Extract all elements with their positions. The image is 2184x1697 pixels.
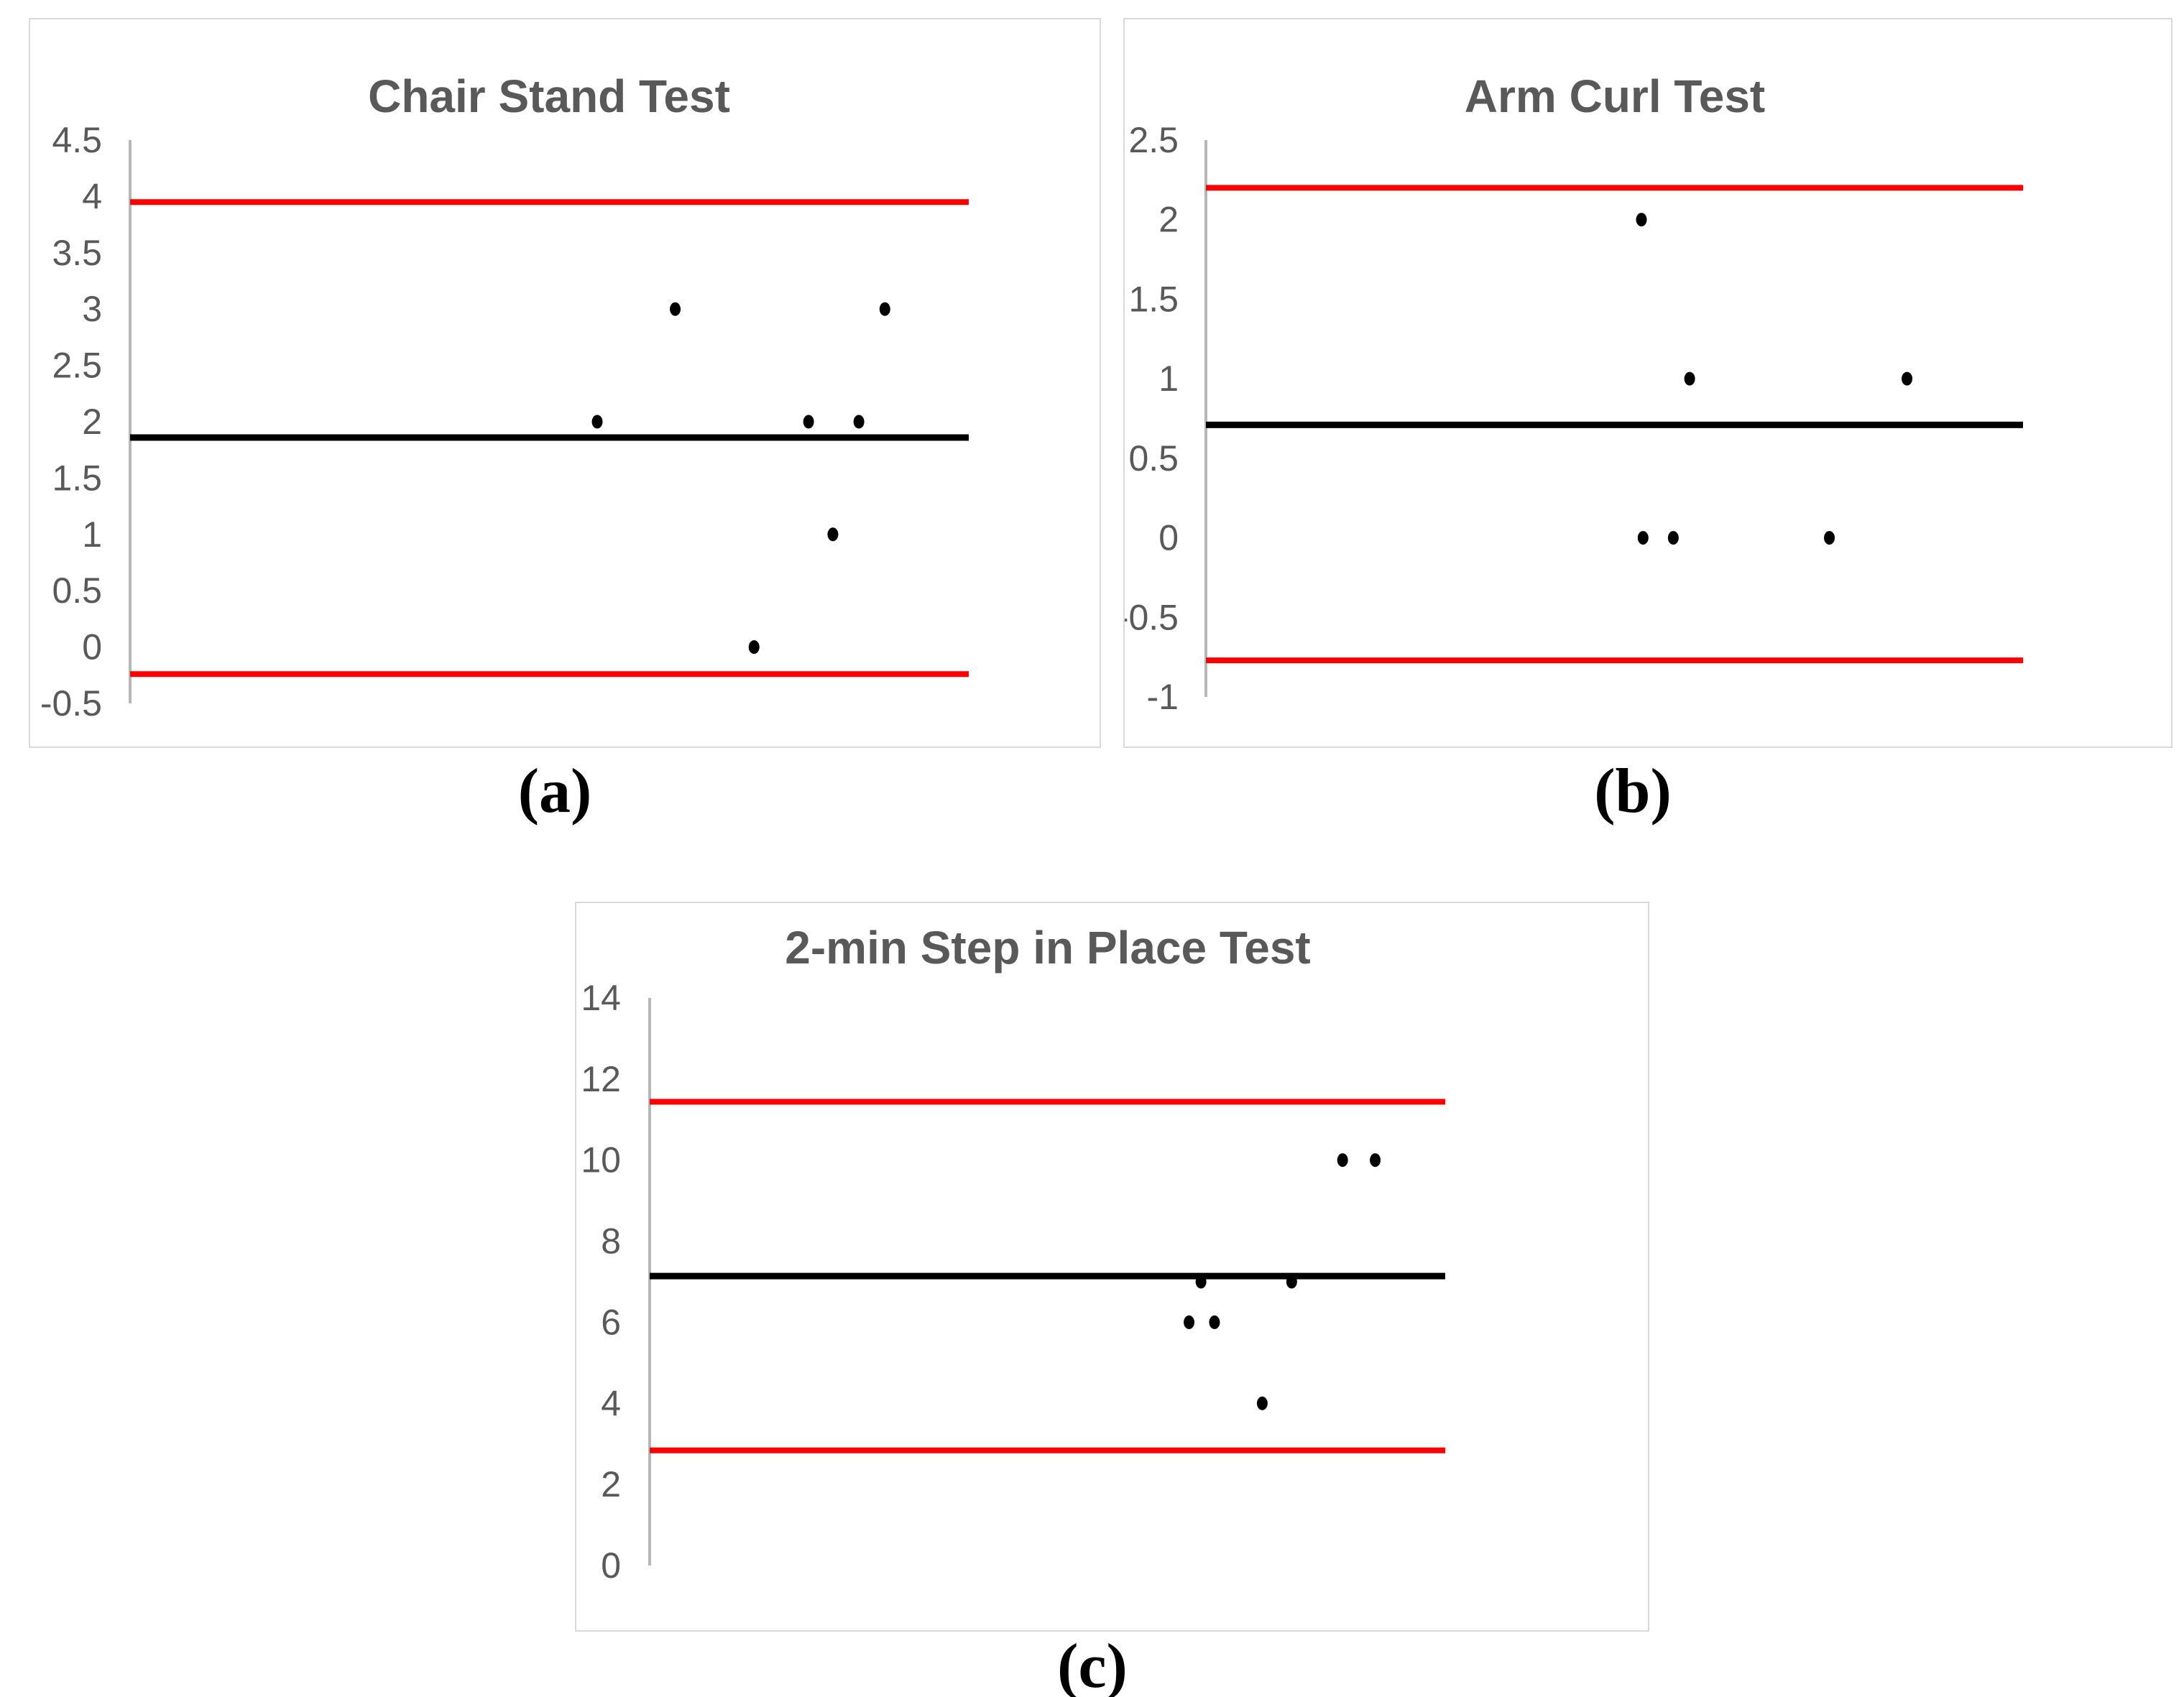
data-point <box>827 527 839 542</box>
y-tick-label: 12 <box>581 1059 621 1099</box>
data-point <box>1337 1153 1348 1167</box>
y-tick-label: -0.5 <box>1125 597 1179 637</box>
data-point <box>1824 531 1835 545</box>
data-point <box>670 302 681 316</box>
chart-panel-chair-stand-test: 4.5 4 3.5 3 2.5 2 1.5 1 0.5 0 -0.5 Chair Stand Test <box>29 18 1101 748</box>
2min-step-test-chart: 14 12 10 8 6 4 2 0 2-min Step in Place Test <box>581 922 1445 1586</box>
chart-title: Arm Curl Test <box>1465 70 1765 122</box>
y-tick-label: 2 <box>82 402 102 442</box>
y-tick-label: 2.5 <box>1128 120 1179 160</box>
data-point <box>879 302 890 316</box>
y-tick-label: 0 <box>1158 518 1179 558</box>
y-tick-label: 2 <box>601 1464 621 1504</box>
data-point <box>1286 1275 1297 1289</box>
y-tick-label: 0.5 <box>1128 438 1179 478</box>
data-point <box>1195 1275 1207 1289</box>
y-tick-label: 1.5 <box>1128 279 1179 319</box>
chart-title: Chair Stand Test <box>368 70 730 122</box>
data-point <box>1636 213 1647 227</box>
y-tick-label: 1.5 <box>52 458 102 498</box>
y-tick-label: 3.5 <box>52 233 102 273</box>
data-point <box>853 415 865 429</box>
y-tick-label: 2 <box>1158 200 1179 240</box>
y-tick-label: -1 <box>1147 677 1179 717</box>
y-tick-label: 4 <box>82 176 102 216</box>
y-tick-label: 0 <box>82 627 102 667</box>
data-point <box>803 415 814 429</box>
data-point <box>1637 531 1649 545</box>
data-point <box>1902 371 1913 386</box>
data-point <box>1209 1315 1220 1329</box>
y-tick-label: 0 <box>601 1545 621 1586</box>
figure-label-b: (b) <box>1594 757 1672 826</box>
data-point <box>1370 1153 1381 1167</box>
y-tick-label: 6 <box>601 1302 621 1342</box>
y-tick-label: 4.5 <box>52 120 102 160</box>
y-tick-label: 3 <box>82 289 102 329</box>
figure-label-a: (a) <box>517 757 592 826</box>
y-tick-label: 1 <box>82 514 102 555</box>
chart-panel-2min-step-test: 14 12 10 8 6 4 2 0 2-min Step in Place Test <box>575 902 1649 1632</box>
chair-stand-test-chart: 4.5 4 3.5 3 2.5 2 1.5 1 0.5 0 -0.5 Chair Stand Test <box>40 70 969 723</box>
figure-label-c: (c) <box>1057 1632 1128 1697</box>
y-tick-label: 2.5 <box>52 346 102 386</box>
y-tick-label: -0.5 <box>40 683 102 723</box>
y-tick-label: 4 <box>601 1383 621 1423</box>
data-point <box>1184 1315 1195 1329</box>
y-tick-label: 0.5 <box>52 570 102 611</box>
y-tick-label: 14 <box>581 978 621 1018</box>
y-tick-label: 10 <box>581 1140 621 1180</box>
data-point <box>1256 1396 1268 1410</box>
chart-panel-arm-curl-test: 2.5 2 1.5 1 0.5 0 -0.5 -1 Arm Curl Test <box>1123 18 2173 748</box>
data-point <box>1684 371 1695 386</box>
chart-title: 2-min Step in Place Test <box>785 922 1310 974</box>
data-point <box>748 640 760 655</box>
arm-curl-test-chart: 2.5 2 1.5 1 0.5 0 -0.5 -1 Arm Curl Test <box>1125 70 2023 717</box>
y-tick-label: 8 <box>601 1221 621 1262</box>
data-point <box>1667 531 1679 545</box>
data-point <box>591 415 603 429</box>
y-tick-label: 1 <box>1158 359 1179 399</box>
